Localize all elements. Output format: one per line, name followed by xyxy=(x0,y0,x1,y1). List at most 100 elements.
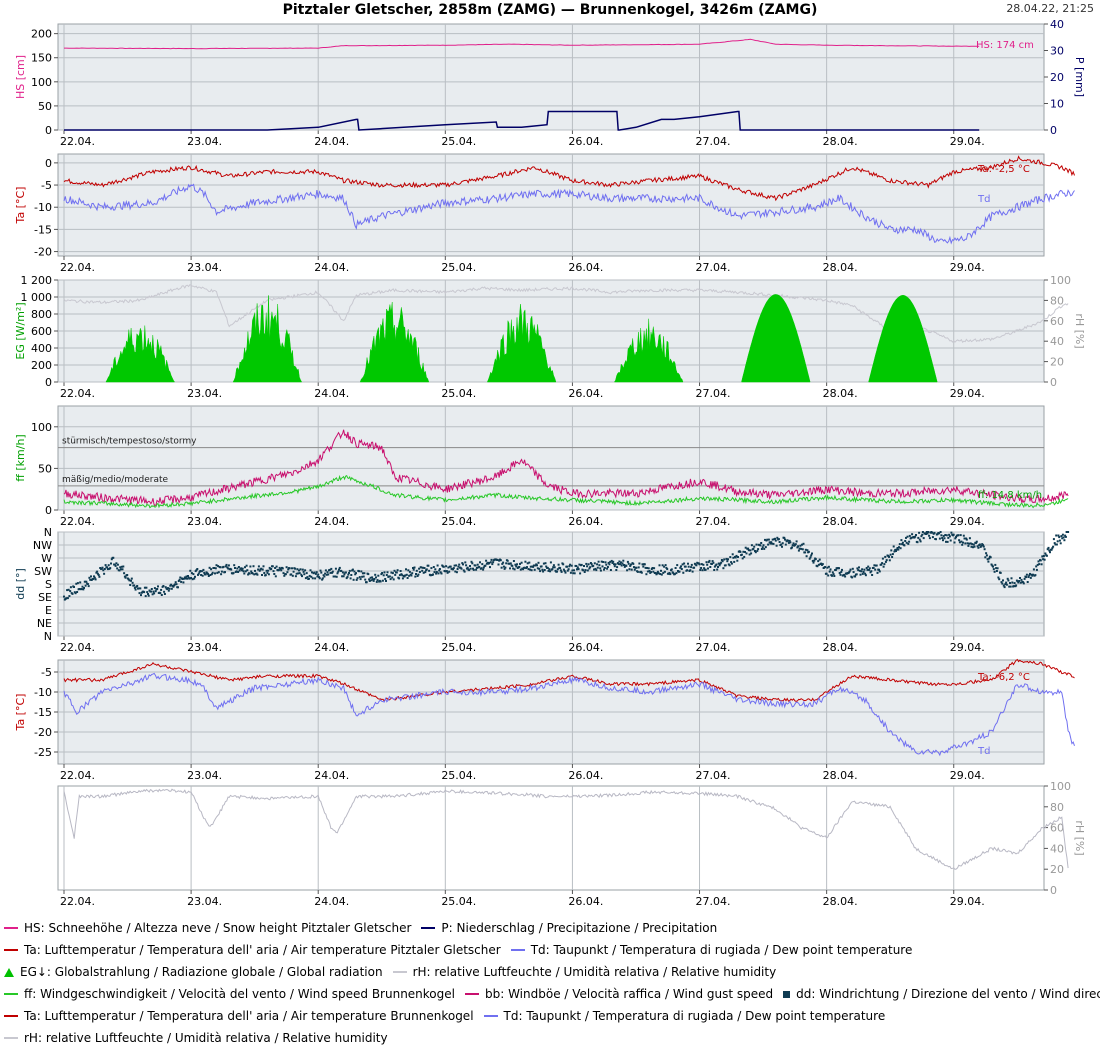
dd-point xyxy=(838,572,841,574)
legend-label: Ta: Lufttemperatur / Temperatura dell' a… xyxy=(24,1008,474,1023)
dd-point xyxy=(90,575,92,578)
dd-point xyxy=(152,590,155,593)
dd-point xyxy=(63,595,65,598)
legend-item: Td: Taupunkt / Temperatura di rugiada / … xyxy=(510,939,912,961)
dd-point xyxy=(838,567,840,570)
dd-point xyxy=(936,533,939,536)
dd-point xyxy=(898,543,901,546)
dd-point xyxy=(1025,573,1028,576)
dd-point xyxy=(645,573,648,576)
dd-point xyxy=(195,569,198,572)
dd-point xyxy=(575,565,578,567)
dd-point xyxy=(590,563,593,566)
dd-point xyxy=(237,571,240,573)
dd-point xyxy=(1005,581,1008,584)
dd-point xyxy=(576,568,578,571)
dd-point xyxy=(331,571,334,574)
dd-point xyxy=(965,538,968,541)
series-ta-brunnenkogel xyxy=(63,658,1075,702)
dd-point xyxy=(543,569,546,571)
legend-item: bb: Windböe / Velocità raffica / Wind gu… xyxy=(464,983,773,1005)
x-tick-label: 24.04. xyxy=(314,387,349,400)
dd-point xyxy=(170,583,173,586)
dd-point xyxy=(76,591,79,593)
dd-point xyxy=(774,539,777,542)
dd-point xyxy=(915,534,917,536)
dd-point xyxy=(849,568,852,571)
dd-point xyxy=(454,570,457,573)
dd-point xyxy=(701,569,704,572)
dd-point xyxy=(233,564,236,567)
dd-point xyxy=(958,541,961,544)
dd-point xyxy=(260,567,263,570)
dd-point xyxy=(583,571,586,573)
dd-point xyxy=(968,537,971,540)
dd-point xyxy=(861,568,864,571)
dd-point xyxy=(657,572,660,575)
dd-point xyxy=(405,573,408,576)
dd-point xyxy=(816,565,819,568)
series-hs xyxy=(64,38,980,50)
dd-point xyxy=(514,563,517,566)
dd-point xyxy=(118,569,121,572)
dd-point xyxy=(496,559,499,561)
dd-point xyxy=(971,543,974,546)
dd-point xyxy=(783,536,786,539)
dd-point xyxy=(291,574,294,577)
dd-point xyxy=(537,561,540,564)
dd-point xyxy=(214,567,217,570)
dd-point xyxy=(348,572,350,574)
dd-point xyxy=(828,570,831,573)
y-tick-label: W xyxy=(41,552,52,565)
dd-point xyxy=(596,566,599,569)
dd-point xyxy=(189,569,192,572)
y-axis-label: ff [km/h] xyxy=(14,434,27,481)
dd-point xyxy=(695,564,698,567)
dd-point xyxy=(124,576,127,579)
dd-point xyxy=(344,571,347,574)
dd-point xyxy=(93,576,96,579)
dd-point xyxy=(147,594,150,597)
dd-point xyxy=(925,531,928,533)
dd-point xyxy=(1040,563,1043,566)
dd-point xyxy=(1049,551,1051,554)
dd-point xyxy=(379,580,382,583)
dd-point xyxy=(1052,545,1055,548)
dd-point xyxy=(82,588,85,591)
dd-point xyxy=(407,569,410,572)
x-tick-label: 29.04. xyxy=(950,387,985,400)
dd-point xyxy=(197,572,200,575)
dd-point xyxy=(238,569,241,572)
dd-point xyxy=(247,573,250,576)
dd-point xyxy=(1056,540,1059,543)
y-tick-label: -15 xyxy=(34,223,52,236)
dd-point xyxy=(938,532,941,535)
dd-point xyxy=(604,561,607,564)
y-tick-label: NW xyxy=(33,539,52,552)
dd-point xyxy=(270,568,273,570)
dd-point xyxy=(1061,537,1064,540)
dd-point xyxy=(163,593,166,595)
threshold-stormy-label: stürmisch/tempestoso/stormy xyxy=(62,437,197,447)
dd-point xyxy=(168,587,171,590)
dd-point xyxy=(749,549,752,552)
dd-point xyxy=(896,547,899,549)
dd-point xyxy=(759,544,762,547)
dd-point xyxy=(373,578,376,580)
x-tick-label: 24.04. xyxy=(314,261,349,274)
dd-point xyxy=(432,573,434,576)
dd-point xyxy=(955,536,957,539)
dd-point xyxy=(592,564,595,567)
dd-point xyxy=(146,591,149,594)
dd-point xyxy=(977,546,980,549)
dd-point xyxy=(71,592,74,595)
annotation-td: Td xyxy=(977,194,990,205)
dd-point xyxy=(614,563,617,566)
dd-point xyxy=(1034,574,1037,577)
legend-label: ff: Windgeschwindigkeit / Velocità del v… xyxy=(24,986,455,1001)
legend-line-swatch xyxy=(4,1015,18,1017)
dd-point xyxy=(488,562,491,564)
dd-point xyxy=(648,570,651,572)
dd-point xyxy=(656,572,659,575)
dd-point xyxy=(425,568,428,571)
